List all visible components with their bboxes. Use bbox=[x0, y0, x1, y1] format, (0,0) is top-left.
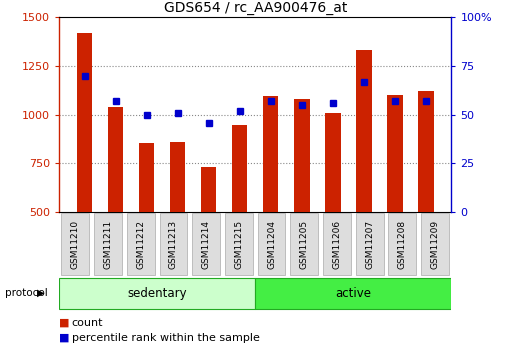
Title: GDS654 / rc_AA900476_at: GDS654 / rc_AA900476_at bbox=[164, 1, 347, 15]
Text: percentile rank within the sample: percentile rank within the sample bbox=[72, 333, 260, 343]
Bar bbox=[139, 143, 154, 212]
Bar bbox=[62, 214, 89, 275]
Bar bbox=[170, 142, 185, 212]
Bar bbox=[323, 214, 351, 275]
Text: GSM11213: GSM11213 bbox=[169, 219, 178, 269]
Bar bbox=[192, 214, 220, 275]
Text: GSM11205: GSM11205 bbox=[300, 219, 309, 269]
Bar bbox=[258, 214, 285, 275]
Bar bbox=[387, 95, 403, 212]
Text: GSM11214: GSM11214 bbox=[202, 219, 211, 269]
Bar bbox=[77, 33, 92, 212]
Bar bbox=[108, 107, 123, 212]
Bar bbox=[356, 214, 384, 275]
Bar bbox=[356, 50, 371, 212]
Text: GSM11204: GSM11204 bbox=[267, 219, 276, 269]
Bar bbox=[225, 214, 253, 275]
Text: GSM11215: GSM11215 bbox=[234, 219, 243, 269]
Bar bbox=[325, 113, 341, 212]
Bar bbox=[255, 278, 451, 309]
Bar bbox=[421, 214, 449, 275]
Text: GSM11210: GSM11210 bbox=[71, 219, 80, 269]
Bar bbox=[294, 99, 309, 212]
Bar bbox=[127, 214, 154, 275]
Bar bbox=[263, 96, 279, 212]
Text: count: count bbox=[72, 318, 103, 327]
Bar bbox=[201, 167, 216, 212]
Text: GSM11207: GSM11207 bbox=[365, 219, 374, 269]
Bar bbox=[59, 278, 255, 309]
Text: GSM11208: GSM11208 bbox=[398, 219, 407, 269]
Text: ■: ■ bbox=[59, 333, 69, 343]
Text: sedentary: sedentary bbox=[127, 287, 187, 300]
Bar bbox=[388, 214, 416, 275]
Text: ■: ■ bbox=[59, 318, 69, 327]
Bar bbox=[160, 214, 187, 275]
Bar bbox=[290, 214, 318, 275]
Bar bbox=[94, 214, 122, 275]
Text: GSM11211: GSM11211 bbox=[104, 219, 112, 269]
Bar bbox=[418, 91, 433, 212]
Bar bbox=[232, 126, 247, 212]
Text: GSM11209: GSM11209 bbox=[430, 219, 440, 269]
Text: ▶: ▶ bbox=[37, 288, 45, 298]
Text: protocol: protocol bbox=[5, 288, 48, 298]
Text: GSM11212: GSM11212 bbox=[136, 219, 145, 269]
Text: GSM11206: GSM11206 bbox=[332, 219, 342, 269]
Text: active: active bbox=[336, 287, 371, 300]
